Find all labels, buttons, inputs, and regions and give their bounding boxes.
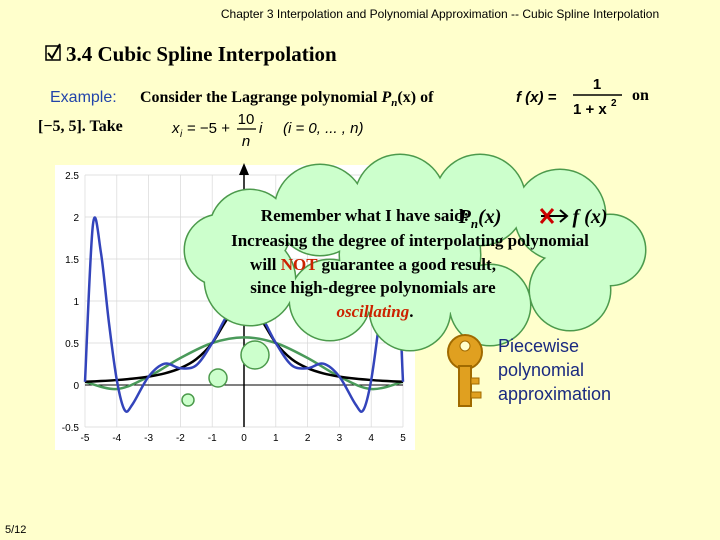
text: . (409, 302, 413, 321)
cloud-bubble (208, 368, 228, 388)
text: since high-degree polynomials are (250, 278, 496, 297)
y-tick-label: 2.5 (65, 171, 79, 182)
x-tick-label: 4 (368, 433, 374, 444)
y-tick-label: 1.5 (65, 255, 79, 266)
y-tick-label: 2 (73, 213, 79, 224)
f-formula: f (x) = 1 1 + x 2 (516, 76, 622, 118)
text: Consider the Lagrange polynomial (140, 89, 378, 106)
text: polynomial (498, 360, 584, 380)
text: = −5 + (187, 120, 230, 137)
y-axis-arrow (239, 163, 249, 175)
text: approximation (498, 384, 611, 404)
series-line (84, 336, 404, 391)
x-tick-label: 0 (241, 433, 247, 444)
text: guarantee a good result, (322, 255, 496, 274)
x-tick-label: -2 (176, 433, 185, 444)
checkbox-icon (45, 43, 61, 61)
x-tick-label: 5 (400, 433, 406, 444)
text: will NOT guarantee a good result, (250, 255, 496, 274)
header: Chapter 3 Interpolation and Polynomial A… (221, 7, 659, 21)
cloud-fill (530, 250, 610, 330)
y-tick-label: 0 (73, 381, 79, 392)
cloud-bubble (240, 340, 270, 370)
text: oscillating. (337, 302, 414, 321)
example-label: Example: (50, 89, 117, 106)
text: 1 + x (573, 101, 607, 118)
text: Pn(x) (458, 206, 502, 231)
text: x (171, 120, 180, 137)
y-tick-label: 0.5 (65, 339, 79, 350)
text: f (x) (573, 206, 608, 228)
interval-text: [−5, 5]. Take (38, 118, 123, 135)
text: of (420, 89, 434, 106)
x-tick-label: -4 (112, 433, 121, 444)
side-note: Piecewise polynomial approximation (498, 336, 611, 404)
callout-cloud (181, 153, 647, 407)
text: n (471, 216, 478, 231)
cloud-fill (275, 165, 365, 255)
x-tick-label: -3 (144, 433, 153, 444)
text: 2 (611, 98, 617, 109)
text: i (180, 129, 183, 140)
cloud-fill (185, 215, 255, 285)
text: n (391, 97, 397, 109)
text: i (259, 120, 263, 137)
cloud-fill (340, 185, 480, 325)
text: P (381, 89, 392, 106)
text: Piecewise (498, 336, 579, 356)
x-tick-label: -5 (81, 433, 90, 444)
not-converge-arrow (539, 208, 569, 224)
on-text: on (632, 87, 649, 104)
example-text: Consider the Lagrange polynomial Pn(x) o… (140, 89, 434, 109)
text: P (458, 206, 472, 228)
section-title: 3.4 Cubic Spline Interpolation (66, 42, 337, 66)
text: NOT (281, 255, 319, 274)
text: f (x) = (516, 89, 557, 106)
text: 10 (238, 111, 255, 128)
text: 1 (593, 76, 601, 93)
y-tick-label: -0.5 (62, 423, 80, 434)
page-number: 5/12 (5, 524, 26, 536)
x-tick-label: 3 (337, 433, 343, 444)
key-icon (447, 334, 483, 407)
x-tick-label: 1 (273, 433, 279, 444)
cloud-text: Remember what I have said: Pn(x) f (x) I… (231, 206, 607, 321)
text: oscillating (337, 302, 410, 321)
y-tick-label: 1 (73, 297, 79, 308)
cloud-bubble (181, 393, 195, 407)
x-tick-label: 2 (305, 433, 311, 444)
text: (x) (478, 206, 501, 228)
text: (x) (397, 89, 416, 106)
x-tick-label: -1 (208, 433, 217, 444)
text: Increasing the degree of interpolating p… (231, 231, 589, 250)
text: will (250, 255, 277, 274)
text: Remember what I have said: (261, 206, 469, 225)
text: n (242, 133, 250, 150)
text: (i = 0, ... , n) (283, 120, 363, 137)
